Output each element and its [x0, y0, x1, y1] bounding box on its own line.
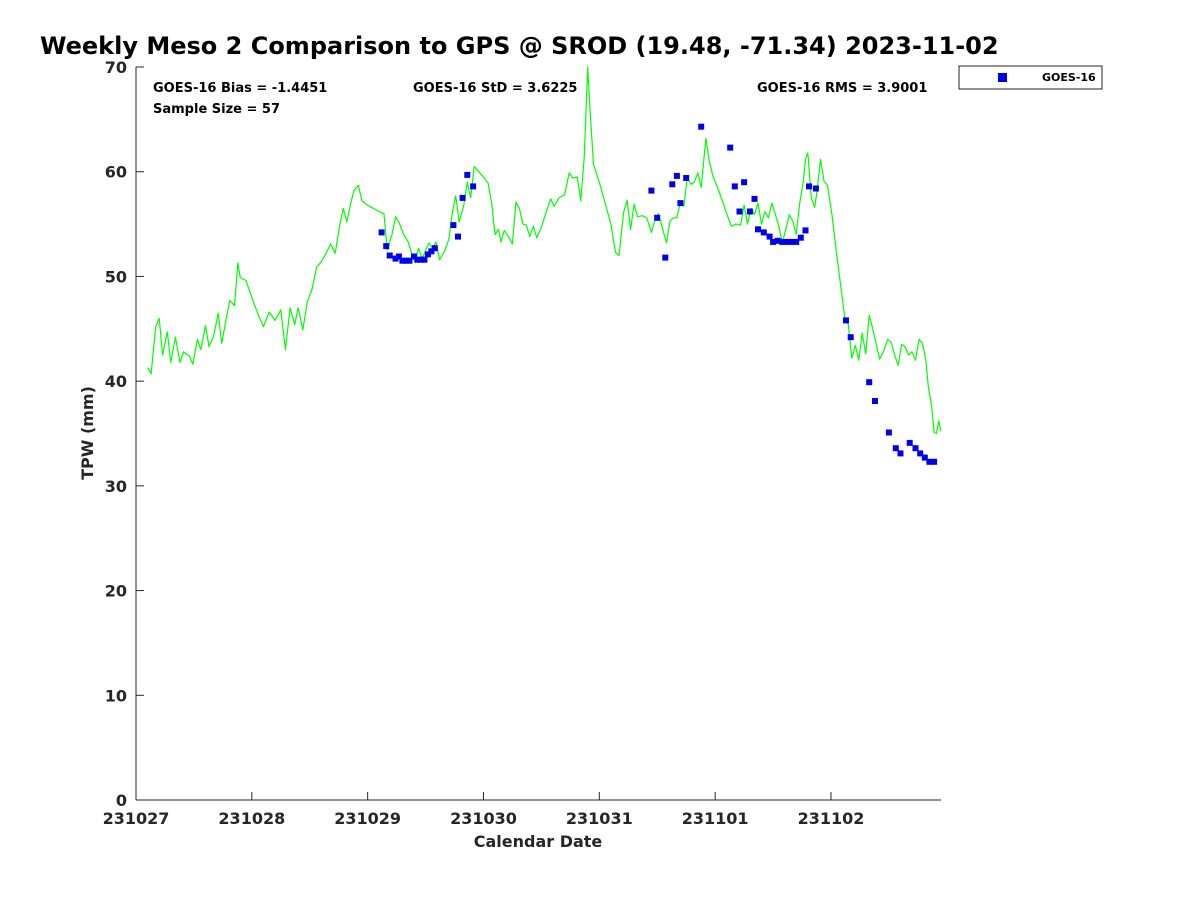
goes-16-point — [464, 171, 471, 178]
goes-16-series — [378, 123, 938, 465]
y-tick-label: 70 — [105, 58, 127, 77]
y-tick-label: 50 — [105, 267, 127, 286]
goes-16-point — [774, 237, 781, 244]
goes-16-point — [797, 234, 804, 241]
goes-16-point — [783, 238, 790, 245]
goes-16-point — [892, 445, 899, 452]
goes-16-point — [885, 429, 892, 436]
goes-16-point — [866, 379, 873, 386]
y-tick-label: 20 — [105, 582, 127, 601]
y-tick-label: 40 — [105, 372, 127, 391]
bias-stat: GOES-16 Bias = -1.4451 — [153, 81, 327, 96]
y-tick-label: 10 — [105, 686, 127, 705]
goes-16-point — [662, 254, 669, 261]
x-tick-label: 231029 — [334, 809, 401, 828]
goes-16-point — [812, 185, 819, 192]
goes-16-point — [751, 195, 758, 202]
goes-16-point — [917, 450, 924, 457]
x-axis-label: Calendar Date — [474, 832, 603, 851]
goes-16-point — [378, 229, 385, 236]
legend: GOES-16 — [958, 65, 1103, 90]
goes-16-point — [654, 214, 661, 221]
goes-16-point — [843, 317, 849, 324]
goes-16-point — [779, 238, 786, 245]
y-tick-label: 30 — [105, 477, 127, 496]
goes-16-point — [431, 245, 438, 252]
legend-box — [958, 65, 1103, 90]
goes-16-point — [872, 398, 878, 404]
goes-16-point — [802, 227, 809, 234]
chart-title: Weekly Meso 2 Comparison to GPS @ SROD (… — [40, 32, 999, 60]
gps-series — [147, 66, 942, 435]
goes-16-point — [793, 238, 800, 245]
legend-marker-icon — [998, 73, 1007, 82]
x-tick-label: 231030 — [450, 809, 517, 828]
goes-16-point — [673, 172, 680, 179]
goes-16-point — [424, 251, 431, 258]
goes-16-point — [727, 144, 734, 151]
goes-16-point — [402, 257, 409, 264]
goes-16-point — [414, 256, 421, 263]
std-stat: GOES-16 StD = 3.6225 — [413, 81, 577, 96]
goes-16-point — [450, 222, 457, 229]
goes-16-point — [931, 458, 938, 465]
goes-16-point — [392, 255, 399, 262]
x-tick-label: 231101 — [682, 809, 749, 828]
goes-16-point — [921, 454, 928, 461]
goes-16-point — [648, 187, 655, 194]
goes-16-point — [386, 252, 393, 259]
goes-16-point — [746, 208, 753, 215]
goes-16-point — [406, 257, 413, 264]
rms-stat: GOES-16 RMS = 3.9001 — [757, 81, 927, 96]
goes-16-point — [847, 334, 854, 341]
goes-16-point — [741, 179, 748, 186]
y-tick-label: 0 — [116, 791, 127, 810]
goes-16-point — [395, 253, 402, 260]
goes-16-point — [806, 183, 812, 190]
goes-16-point — [736, 208, 743, 215]
goes-16-point — [698, 123, 705, 130]
goes-16-point — [417, 256, 424, 263]
goes-16-point — [677, 200, 684, 207]
goes-16-point — [766, 233, 773, 240]
goes-16-point — [788, 238, 795, 245]
goes-16-point — [683, 175, 690, 181]
goes-16-point — [906, 439, 913, 446]
goes-16-point — [399, 257, 406, 264]
legend-label: GOES-16 — [1042, 71, 1096, 84]
goes-16-point — [470, 183, 477, 190]
gps-line — [147, 66, 942, 435]
goes-16-point — [912, 445, 919, 452]
goes-16-point — [770, 238, 777, 245]
goes-16-point — [755, 226, 761, 233]
goes-16-point — [897, 450, 904, 457]
goes-16-point — [669, 181, 676, 188]
x-tick-label: 231031 — [566, 809, 633, 828]
goes-16-point — [411, 253, 417, 260]
goes-16-point — [455, 233, 461, 240]
y-axis-label: TPW (mm) — [78, 386, 97, 480]
goes-16-point — [459, 194, 466, 201]
x-tick-label: 231028 — [218, 809, 285, 828]
y-ticks: 0 10 20 30 40 50 60 70 — [105, 58, 144, 810]
x-tick-label: 231027 — [103, 809, 170, 828]
x-tick-label: 231102 — [798, 809, 865, 828]
goes-16-point — [731, 183, 738, 190]
sample-size-stat: Sample Size = 57 — [153, 102, 280, 117]
goes-16-point — [926, 458, 933, 465]
goes-16-point — [421, 256, 428, 263]
y-tick-label: 60 — [105, 163, 127, 182]
goes-16-point — [428, 248, 435, 255]
plot-area: 231027 231028 231029 231030 231031 231101 2311… — [103, 58, 942, 828]
x-ticks: 231027 231028 231029 231030 231031 231101 2311… — [103, 792, 865, 828]
goes-16-point — [383, 243, 390, 250]
goes-16-point — [760, 229, 767, 236]
